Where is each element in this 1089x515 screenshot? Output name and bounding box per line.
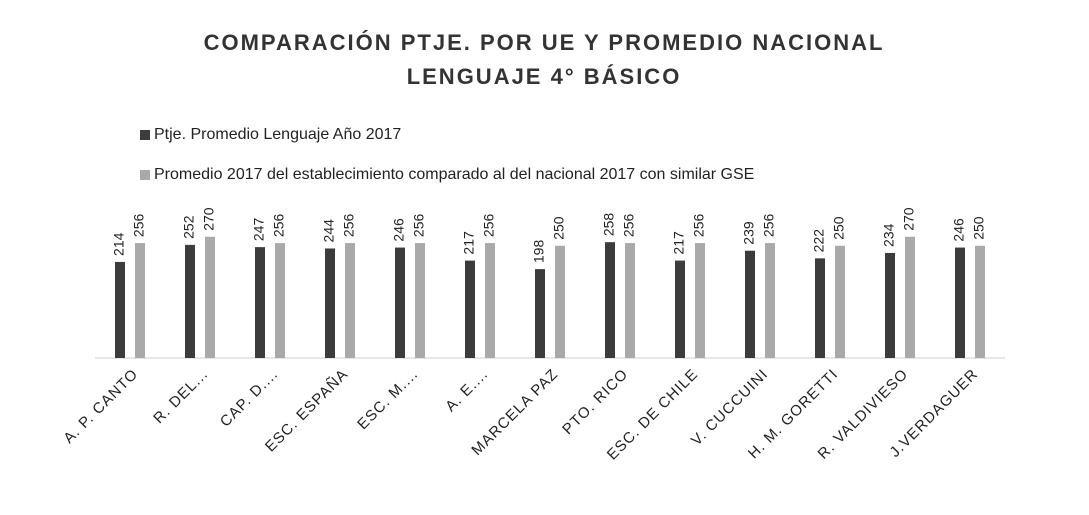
chart-title: COMPARACIÓN PTJE. POR UE Y PROMEDIO NACI… [204, 30, 885, 55]
value-label: 256 [621, 214, 637, 238]
bar [255, 247, 265, 358]
bar [135, 243, 145, 358]
value-label: 270 [901, 207, 917, 231]
value-label: 270 [201, 207, 217, 231]
bar [765, 243, 775, 358]
value-label: 244 [321, 219, 337, 243]
value-label: 234 [881, 223, 897, 247]
bar [835, 245, 845, 358]
legend-label: Promedio 2017 del establecimiento compar… [154, 166, 754, 183]
bar [465, 260, 475, 358]
value-label: 198 [531, 240, 547, 264]
bar [745, 250, 755, 358]
value-label: 250 [971, 216, 987, 240]
bar [975, 245, 985, 358]
bar [535, 269, 545, 358]
bar [675, 260, 685, 358]
bar [115, 261, 125, 358]
value-label: 246 [391, 218, 407, 242]
bar [625, 243, 635, 358]
value-label: 250 [831, 216, 847, 240]
bar [815, 258, 825, 358]
bar [345, 243, 355, 358]
legend-swatch [140, 170, 150, 180]
bar [905, 236, 915, 358]
bar [485, 243, 495, 358]
legend-swatch [140, 130, 150, 140]
bar [885, 252, 895, 358]
bar [395, 247, 405, 358]
legend-label: Ptje. Promedio Lenguaje Año 2017 [154, 126, 401, 143]
value-label: 222 [811, 229, 827, 253]
value-label: 250 [551, 216, 567, 240]
chart-title: LENGUAJE 4° BÁSICO [407, 64, 682, 89]
bar [415, 243, 425, 358]
bar [185, 244, 195, 358]
value-label: 258 [601, 213, 617, 237]
bar [555, 245, 565, 358]
value-label: 256 [691, 214, 707, 238]
value-label: 256 [341, 214, 357, 238]
value-label: 239 [741, 221, 757, 245]
value-label: 246 [951, 218, 967, 242]
value-label: 217 [461, 231, 477, 255]
value-label: 247 [251, 218, 267, 242]
value-label: 256 [761, 214, 777, 238]
value-label: 252 [181, 215, 197, 239]
bar [605, 242, 615, 358]
value-label: 214 [111, 232, 127, 256]
value-label: 256 [131, 214, 147, 238]
value-label: 217 [671, 231, 687, 255]
value-label: 256 [271, 214, 287, 238]
value-label: 256 [481, 214, 497, 238]
bar [325, 248, 335, 358]
bar [275, 243, 285, 358]
bar [205, 236, 215, 358]
bar [695, 243, 705, 358]
value-label: 256 [411, 214, 427, 238]
bar [955, 247, 965, 358]
